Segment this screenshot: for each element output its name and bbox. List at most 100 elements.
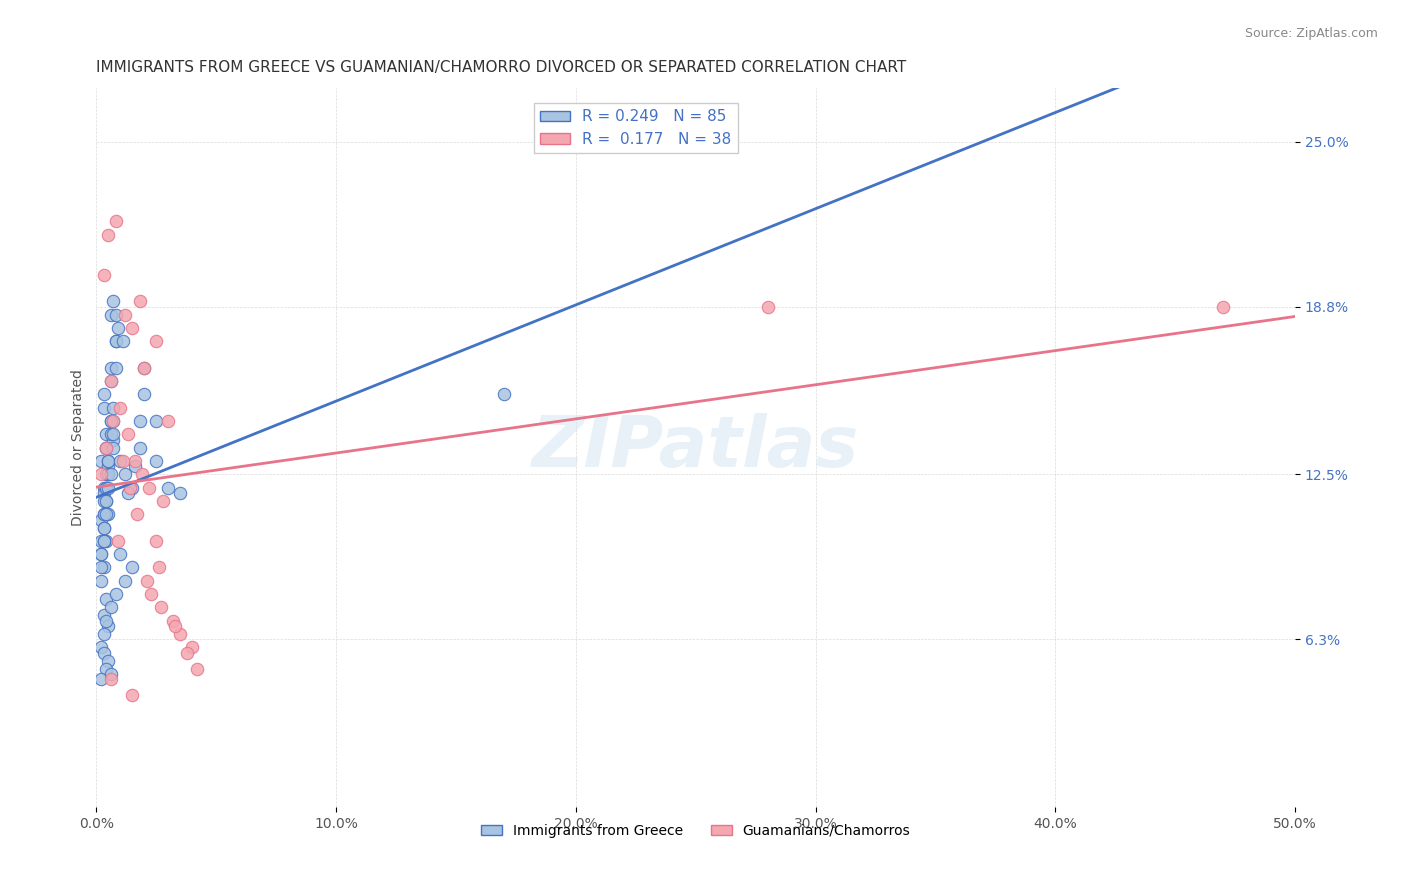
Point (104, 587, 127, 601)
Text: IMMIGRANTS FROM GREECE VS GUAMANIAN/CHAMORRO DIVORCED OR SEPARATED CORRELATION C: IMMIGRANTS FROM GREECE VS GUAMANIAN/CHAM… (97, 60, 907, 75)
Point (94, 441, 117, 455)
Point (94, 614, 117, 628)
Point (169, 627, 191, 641)
Text: ZIPatlas: ZIPatlas (531, 413, 859, 483)
Point (97, 227, 120, 242)
Point (118, 481, 141, 495)
Point (100, 414, 122, 428)
Point (97, 619, 120, 633)
Point (97, 654, 120, 668)
Point (117, 486, 139, 500)
Point (93, 494, 115, 508)
Point (114, 308, 136, 322)
Point (101, 414, 124, 428)
Point (97, 507, 120, 521)
Point (104, 308, 127, 322)
Point (134, 360, 156, 375)
Point (97, 454, 120, 468)
Point (97, 467, 120, 482)
Point (93, 608, 115, 623)
Point (94, 481, 117, 495)
Point (134, 360, 156, 375)
Point (100, 374, 122, 388)
Point (157, 414, 180, 428)
Point (104, 334, 127, 348)
Point (128, 414, 150, 428)
Point (90, 547, 112, 561)
Point (93, 268, 115, 282)
Point (90, 673, 112, 687)
Point (134, 387, 156, 401)
Point (93, 533, 115, 548)
Point (94, 592, 117, 607)
Point (141, 587, 163, 601)
Point (93, 533, 115, 548)
Point (90, 512, 112, 526)
Point (121, 560, 143, 574)
Point (101, 401, 124, 415)
Point (152, 494, 174, 508)
Point (150, 600, 173, 615)
Point (100, 414, 122, 428)
Point (104, 360, 127, 375)
Point (110, 547, 132, 561)
Point (94, 494, 117, 508)
Point (169, 486, 191, 500)
Point (90, 454, 112, 468)
Point (90, 560, 112, 574)
Point (176, 646, 198, 660)
Point (90, 547, 112, 561)
Point (145, 454, 167, 468)
Point (93, 627, 115, 641)
Point (131, 467, 153, 482)
Point (90, 533, 112, 548)
Point (128, 294, 150, 309)
Point (97, 459, 120, 474)
Point (100, 667, 122, 681)
Point (94, 507, 117, 521)
Point (107, 321, 129, 335)
Point (94, 441, 117, 455)
Point (145, 334, 167, 348)
Point (181, 640, 204, 655)
Y-axis label: Divorced or Separated: Divorced or Separated (72, 369, 86, 526)
Point (94, 427, 117, 442)
Point (93, 520, 115, 534)
Point (93, 401, 115, 415)
Point (114, 467, 136, 482)
Point (100, 467, 122, 482)
Point (93, 507, 115, 521)
Point (100, 673, 122, 687)
Point (110, 454, 132, 468)
Point (121, 481, 143, 495)
Point (97, 454, 120, 468)
Text: Source: ZipAtlas.com: Source: ZipAtlas.com (1244, 27, 1378, 40)
Point (94, 481, 117, 495)
Point (94, 441, 117, 455)
Point (104, 214, 127, 228)
Point (101, 294, 124, 309)
Point (128, 441, 150, 455)
Point (93, 486, 115, 500)
Point (104, 334, 127, 348)
Point (90, 467, 112, 482)
Point (756, 300, 779, 314)
Point (90, 574, 112, 588)
Point (101, 433, 124, 447)
Point (100, 600, 122, 615)
Point (100, 360, 122, 375)
Point (94, 467, 117, 482)
Point (90, 640, 112, 655)
Point (97, 481, 120, 495)
Point (101, 414, 124, 428)
Point (111, 334, 134, 348)
Point (93, 646, 115, 660)
Point (145, 533, 167, 548)
Point (114, 574, 136, 588)
Point (121, 688, 143, 702)
Point (186, 662, 208, 676)
Point (100, 427, 122, 442)
Point (148, 560, 170, 574)
Point (94, 494, 117, 508)
Point (138, 481, 160, 495)
